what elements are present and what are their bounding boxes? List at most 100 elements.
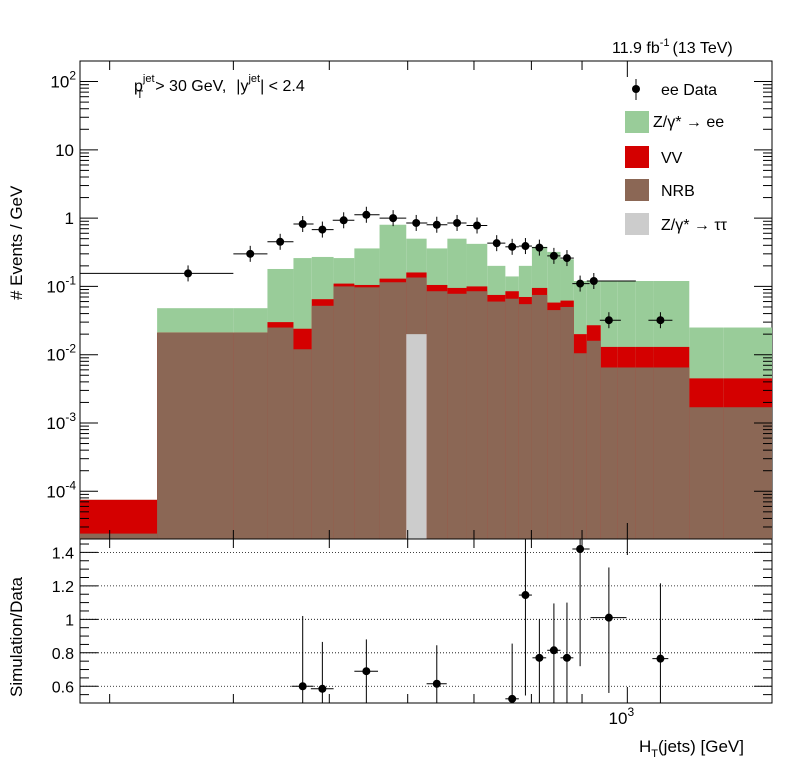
legend-label-vv: VV — [661, 150, 683, 167]
ratio-point — [362, 667, 371, 676]
y-tick-label: 10-3 — [46, 410, 76, 433]
data-point — [535, 243, 544, 252]
ratio-plot-frame — [79, 538, 773, 704]
legend-label-dy-tautau: Z/γ* → ττ — [661, 217, 728, 234]
legend-label-data: ee Data — [661, 82, 717, 99]
svg-text:11.9 fb-1(13 TeV): 11.9 fb-1 (13 TeV) — [612, 37, 733, 57]
legend: ee Data Z/γ* → ee VV NRB Z/γ* → ττ — [625, 79, 728, 235]
y-tick-label: 10-2 — [46, 342, 76, 365]
ratio-point — [562, 653, 571, 662]
legend-swatch-nrb — [625, 179, 649, 201]
nrb-bar — [531, 294, 548, 539]
ratio-point — [576, 545, 585, 554]
data-point — [492, 239, 501, 248]
y-tick-label: 10 — [55, 141, 74, 160]
data-point — [473, 221, 482, 230]
data-point — [521, 242, 530, 251]
nrb-bar — [311, 305, 334, 539]
main-y-ticks: 10-4 10-3 10-2 10-1 1 10 102 — [46, 60, 772, 540]
nrb-bar — [354, 287, 380, 539]
y-tick-label: 10-1 — [46, 273, 76, 296]
nrb-bar — [635, 367, 654, 539]
ratio-point — [521, 591, 530, 600]
ratio-point — [508, 694, 517, 703]
ratio-point — [535, 653, 544, 662]
data-point — [276, 237, 285, 246]
cut-annotation: pjet T > 30 GeV, |yjet| < 2.4 — [134, 73, 305, 101]
data-points — [80, 206, 673, 329]
legend-label-nrb: NRB — [661, 183, 695, 200]
nrb-bar — [505, 298, 519, 539]
lumi-label: 11.9 fb — [612, 40, 660, 57]
legend-label-dy-ee: Z/γ* → ee — [653, 114, 724, 131]
nrb-bar — [466, 291, 488, 539]
nrb-bar — [689, 407, 724, 539]
legend-swatch-dy-tautau — [625, 213, 649, 235]
ratio-point — [656, 654, 665, 663]
nrb-bar — [573, 353, 587, 539]
lumi-energy: (13 TeV) — [673, 40, 733, 57]
ratio-y-ticks: 0.6 0.8 1 1.2 1.4 — [52, 543, 772, 704]
data-point — [562, 254, 571, 263]
nrb-bar — [547, 310, 561, 539]
data-point — [318, 225, 327, 234]
data-point — [246, 249, 255, 258]
ratio-y-axis-label: Simulation/Data — [7, 576, 26, 697]
data-point — [184, 269, 193, 278]
nrb-bar — [233, 332, 268, 539]
nrb-bar — [586, 340, 601, 539]
data-point — [339, 216, 348, 225]
ratio-point — [549, 646, 558, 655]
data-point — [362, 210, 371, 219]
nrb-bar — [80, 533, 158, 539]
nrb-bar — [293, 349, 312, 539]
data-point — [389, 214, 398, 223]
y-tick-label: 10-4 — [46, 478, 76, 501]
lumi-exponent: -1 — [660, 37, 670, 49]
stack-histograms — [80, 224, 772, 540]
data-point — [298, 220, 307, 229]
nrb-bar — [267, 327, 294, 539]
ratio-tick-label: 1 — [65, 612, 74, 629]
nrb-bar — [653, 367, 690, 539]
dy-tautau-bar — [406, 334, 427, 539]
nrb-bar — [379, 282, 407, 539]
data-point — [508, 242, 517, 251]
ratio-points — [291, 539, 669, 703]
x-axis-label: HT(jets) [GeV] — [639, 737, 744, 760]
nrb-bar — [447, 293, 467, 539]
ratio-tick-label: 1.4 — [52, 545, 74, 562]
nrb-bar — [723, 407, 772, 539]
data-point — [589, 277, 598, 286]
data-point — [656, 316, 665, 325]
ratio-point — [318, 684, 327, 693]
data-point — [604, 316, 613, 325]
nrb-bar — [426, 291, 448, 539]
nrb-bar — [617, 367, 636, 539]
x-tick-label: 103 — [609, 705, 635, 728]
nrb-bar — [333, 286, 355, 539]
nrb-bar — [487, 301, 506, 539]
nrb-bar — [560, 306, 574, 539]
legend-swatch-vv — [625, 146, 649, 168]
ratio-tick-label: 0.6 — [52, 679, 74, 696]
data-point — [576, 279, 585, 288]
ratio-point — [604, 613, 613, 622]
ratio-tick-label: 0.8 — [52, 646, 74, 663]
data-point — [549, 251, 558, 260]
ratio-point — [298, 682, 307, 691]
ratio-x-ticks: 103 — [109, 539, 635, 728]
y-tick-label: 102 — [50, 69, 76, 92]
ratio-point — [432, 679, 441, 688]
main-y-axis-label: # Events / GeV — [7, 185, 26, 300]
nrb-bar — [157, 332, 234, 539]
data-point — [412, 218, 421, 227]
legend-swatch-dy-ee — [625, 111, 649, 133]
ratio-gridlines — [80, 551, 772, 687]
data-point — [432, 220, 441, 229]
data-point — [453, 218, 462, 227]
ratio-tick-label: 1.2 — [52, 579, 74, 596]
vv-bar — [80, 499, 158, 539]
legend-data-marker — [632, 79, 640, 100]
